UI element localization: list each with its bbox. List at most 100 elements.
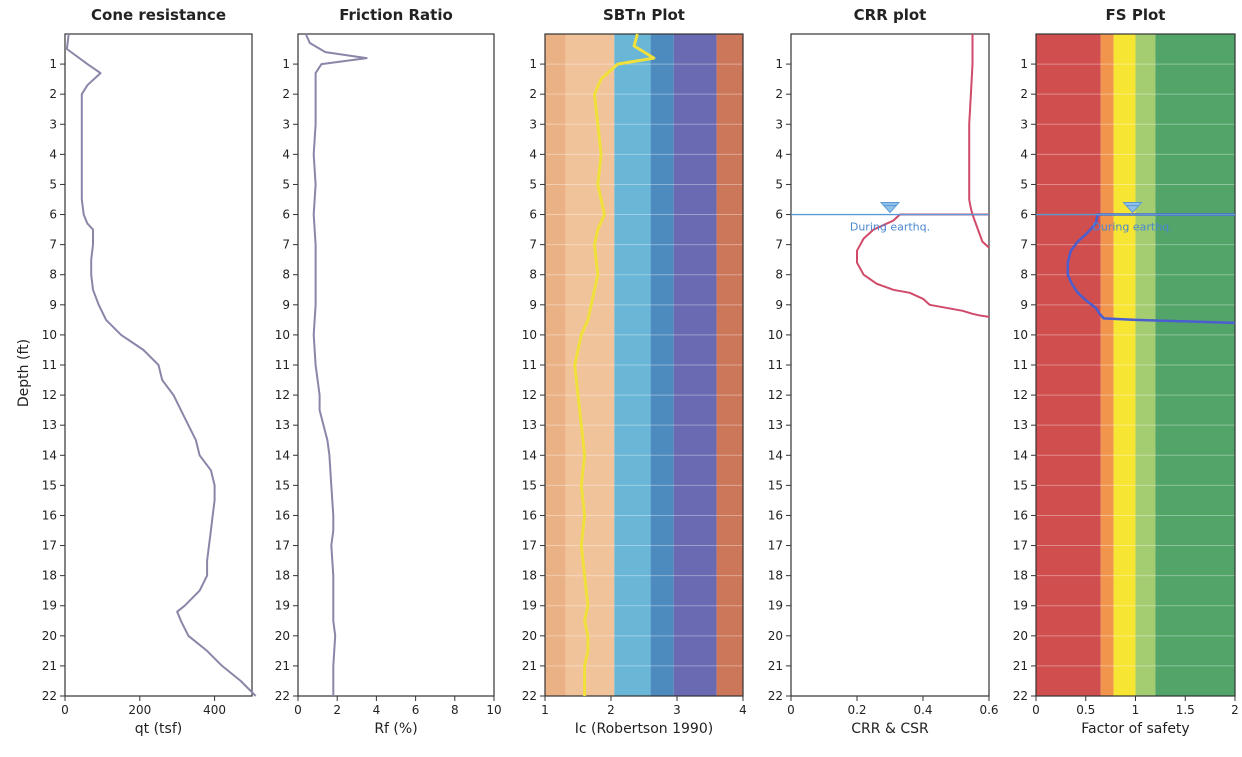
y-tick-label: 3 (282, 117, 290, 131)
y-tick-label: 9 (49, 298, 57, 312)
panel-title: CRR plot (854, 6, 927, 24)
y-tick-label: 11 (1013, 358, 1028, 372)
y-tick-label: 12 (522, 388, 537, 402)
y-tick-label: 6 (529, 208, 537, 222)
plot-frame (297, 33, 495, 697)
y-tick-label: 2 (529, 87, 537, 101)
y-tick-label: 21 (275, 659, 290, 673)
band-1 (1036, 34, 1101, 696)
x-tick-label: 3 (673, 703, 681, 717)
y-tick-label: 17 (522, 539, 537, 553)
y-tick-label: 13 (768, 418, 783, 432)
y-tick-label: 5 (1020, 177, 1028, 191)
y-tick-label: 5 (49, 177, 57, 191)
x-tick-label: 1.5 (1176, 703, 1195, 717)
y-tick-label: 5 (775, 177, 783, 191)
y-tick-label: 21 (1013, 659, 1028, 673)
panel-title: SBTn Plot (603, 6, 685, 24)
y-tick-label: 19 (275, 599, 290, 613)
x-tick-label: 2 (607, 703, 615, 717)
y-tick-label: 8 (49, 268, 57, 282)
y-tick-label: 2 (49, 87, 57, 101)
x-tick-label: 0 (787, 703, 795, 717)
y-tick-label: 19 (768, 599, 783, 613)
x-axis-label: Ic (Robertson 1990) (575, 721, 713, 737)
y-tick-label: 10 (522, 328, 537, 342)
x-tick-label: 4 (373, 703, 381, 717)
x-tick-label: 2 (1231, 703, 1239, 717)
y-tick-label: 17 (275, 539, 290, 553)
x-tick-label: 2 (333, 703, 341, 717)
series-line-1 (968, 34, 990, 249)
y-tick-label: 15 (768, 478, 783, 492)
y-tick-label: 19 (1013, 599, 1028, 613)
y-tick-label: 9 (775, 298, 783, 312)
x-tick-label: 1 (541, 703, 549, 717)
y-tick-label: 11 (275, 358, 290, 372)
y-tick-label: 17 (1013, 539, 1028, 553)
panel-5: FS Plot123456789101112131415161718192021… (1013, 6, 1239, 737)
y-tick-label: 4 (1020, 147, 1028, 161)
x-tick-label: 400 (203, 703, 226, 717)
y-axis-label: Depth (ft) (16, 339, 32, 407)
y-tick-label: 13 (1013, 418, 1028, 432)
y-tick-label: 9 (1020, 298, 1028, 312)
y-tick-label: 5 (529, 177, 537, 191)
band-2 (1100, 34, 1114, 696)
y-tick-label: 16 (275, 508, 290, 522)
x-tick-label: 4 (739, 703, 747, 717)
y-tick-label: 11 (522, 358, 537, 372)
series-line-1 (65, 33, 257, 697)
x-tick-label: 0 (61, 703, 69, 717)
y-tick-label: 15 (1013, 478, 1028, 492)
water-table-label: During earthq. (1092, 221, 1172, 234)
x-axis-label: Factor of safety (1081, 721, 1189, 737)
series-line-1 (573, 33, 656, 696)
y-tick-label: 17 (768, 539, 783, 553)
y-tick-label: 12 (1013, 388, 1028, 402)
panel-1: Cone resistance1234567891011121314151617… (42, 6, 257, 737)
band-5 (1155, 34, 1235, 696)
y-tick-label: 22 (1013, 689, 1028, 703)
y-tick-label: 10 (42, 328, 57, 342)
band-1 (545, 34, 566, 696)
y-tick-label: 17 (42, 539, 57, 553)
band-5 (673, 34, 717, 696)
y-tick-label: 21 (42, 659, 57, 673)
y-tick-label: 19 (42, 599, 57, 613)
y-tick-label: 22 (275, 689, 290, 703)
y-tick-label: 7 (1020, 238, 1028, 252)
y-tick-label: 1 (529, 57, 537, 71)
y-tick-label: 14 (1013, 448, 1028, 462)
y-tick-label: 15 (275, 478, 290, 492)
y-tick-label: 15 (42, 478, 57, 492)
y-tick-label: 6 (282, 208, 290, 222)
y-tick-label: 8 (529, 268, 537, 282)
y-tick-label: 11 (768, 358, 783, 372)
y-tick-label: 22 (522, 689, 537, 703)
panel-title: FS Plot (1106, 6, 1166, 24)
y-tick-label: 20 (1013, 629, 1028, 643)
x-tick-label: 0.5 (1076, 703, 1095, 717)
y-tick-label: 2 (775, 87, 783, 101)
y-tick-label: 15 (522, 478, 537, 492)
y-tick-label: 7 (529, 238, 537, 252)
y-tick-label: 2 (1020, 87, 1028, 101)
y-tick-label: 18 (522, 569, 537, 583)
y-tick-label: 9 (282, 298, 290, 312)
y-tick-label: 5 (282, 177, 290, 191)
y-tick-label: 9 (529, 298, 537, 312)
panel-2: Friction Ratio12345678910111213141516171… (275, 6, 502, 737)
y-tick-label: 16 (42, 508, 57, 522)
x-tick-label: 200 (128, 703, 151, 717)
y-tick-label: 4 (775, 147, 783, 161)
chart-panels: Cone resistance1234567891011121314151617… (42, 6, 1239, 737)
water-table-icon (879, 202, 901, 214)
x-axis-label: qt (tsf) (135, 721, 182, 737)
y-tick-label: 13 (42, 418, 57, 432)
y-tick-label: 1 (49, 57, 57, 71)
y-tick-label: 10 (275, 328, 290, 342)
y-tick-label: 20 (275, 629, 290, 643)
y-tick-label: 8 (282, 268, 290, 282)
